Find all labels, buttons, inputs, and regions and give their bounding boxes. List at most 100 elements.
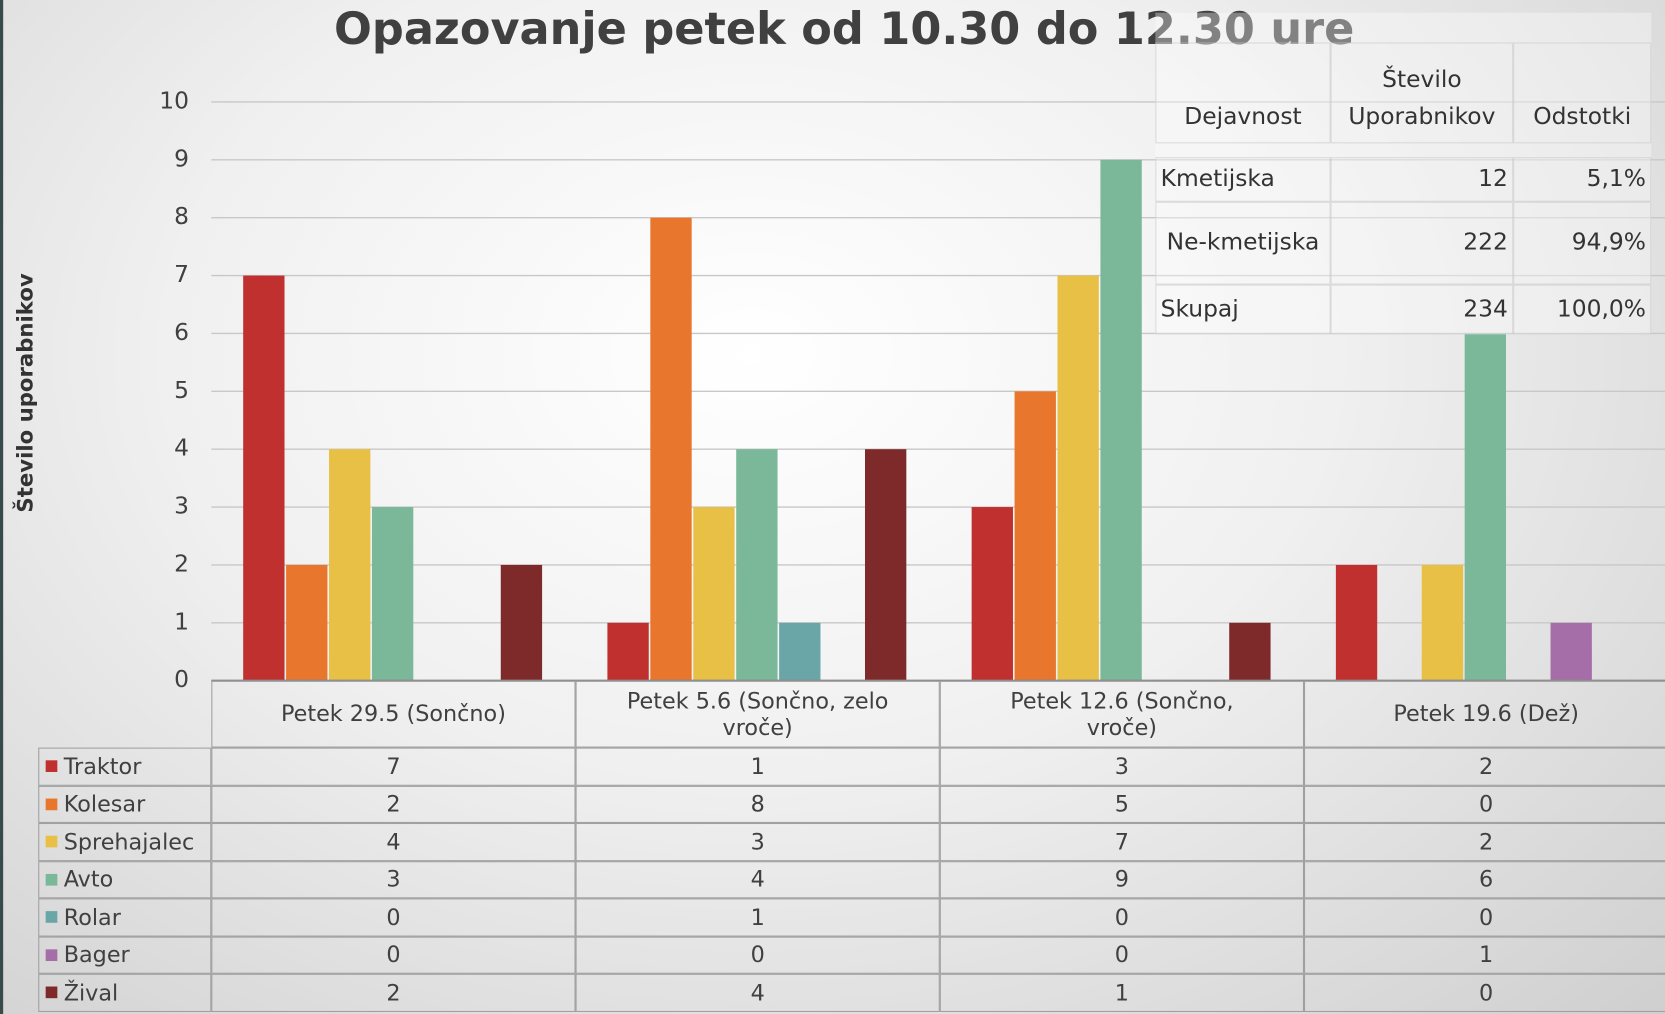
bar	[500, 564, 543, 681]
summary-cell: 234	[1330, 284, 1514, 335]
legend-entry: Rolar	[38, 898, 212, 937]
summary-header: Število Uporabnikov	[1330, 42, 1514, 144]
summary-cell: Ne-kmetijska	[1155, 201, 1331, 285]
bar	[1229, 622, 1271, 681]
bar	[1464, 333, 1507, 681]
legend-label: Kolesar	[63, 791, 146, 817]
table-value: 5	[939, 785, 1305, 823]
bar	[1335, 564, 1378, 681]
category-header: Petek 12.6 (Sončno, vroče)	[939, 680, 1305, 748]
table-value: 2	[1304, 822, 1665, 861]
y-tick-label: 7	[174, 260, 189, 288]
summary-table	[1155, 12, 1652, 335]
legend-entry: Avto	[38, 860, 212, 899]
bar	[243, 275, 285, 681]
table-value: 4	[211, 822, 576, 861]
table-value: 7	[211, 747, 576, 786]
table-value: 1	[1304, 936, 1665, 974]
summary-cell: 222	[1330, 201, 1514, 285]
bar	[864, 449, 907, 681]
legend-label: Sprehajalec	[63, 828, 195, 855]
legend-entry: Traktor	[38, 747, 212, 786]
legend-label: Bager	[63, 942, 130, 968]
legend-key	[45, 835, 58, 848]
summary-header: Dejavnost	[1155, 42, 1331, 144]
bar	[371, 507, 414, 681]
category-header: Petek 5.6 (Sončno, zelo vroče)	[575, 680, 940, 748]
bar	[971, 507, 1013, 681]
table-value: 8	[575, 785, 940, 823]
legend-entry: Žival	[38, 973, 212, 1012]
bar	[736, 449, 778, 681]
summary-cell: 94,9%	[1513, 201, 1652, 285]
bar	[1014, 391, 1056, 681]
table-value: 7	[939, 822, 1305, 861]
y-tick-label: 0	[174, 665, 189, 693]
legend-label: Rolar	[63, 904, 121, 930]
legend-key	[45, 911, 58, 924]
chart: Opazovanje petek od 10.30 do 12.30 ure Š…	[13, 3, 1665, 693]
bar	[779, 622, 821, 681]
legend-key	[45, 949, 58, 961]
legend-key	[45, 760, 58, 773]
table-value: 0	[1304, 973, 1665, 1012]
legend-entry: Kolesar	[38, 785, 212, 823]
y-tick-label: 3	[174, 492, 189, 520]
table-value: 3	[939, 747, 1305, 786]
table-value: 2	[1304, 747, 1665, 786]
legend-key	[45, 798, 58, 810]
table-value: 3	[575, 822, 940, 861]
table-value: 9	[939, 860, 1305, 899]
y-tick-label: 8	[174, 202, 189, 230]
bar	[1057, 275, 1099, 681]
legend-label: Avto	[63, 866, 114, 893]
table-value: 1	[575, 747, 940, 786]
bar	[607, 622, 649, 681]
y-tick-label: 10	[159, 86, 189, 114]
legend-key	[45, 873, 58, 886]
table-value: 2	[211, 785, 576, 823]
y-tick-label: 6	[174, 318, 189, 346]
table-value: 0	[1304, 785, 1665, 823]
y-tick-label: 5	[174, 376, 189, 404]
bar	[693, 507, 735, 681]
table-value: 2	[211, 973, 576, 1012]
legend-entry: Sprehajalec	[38, 822, 212, 861]
category-header: Petek 19.6 (Dež)	[1304, 680, 1665, 748]
bar	[329, 449, 371, 681]
table-value: 0	[1304, 898, 1665, 937]
summary-cell: Kmetijska	[1155, 157, 1331, 202]
y-tick-label: 1	[174, 607, 189, 635]
table-value: 1	[939, 973, 1305, 1012]
table-value: 0	[939, 936, 1305, 974]
summary-cell: 12	[1330, 157, 1514, 202]
bar	[286, 564, 328, 681]
table-value: 0	[939, 898, 1305, 937]
table-value: 0	[211, 898, 576, 937]
summary-cell: Skupaj	[1155, 284, 1331, 335]
chart-title: Opazovanje petek od 10.30 do 12.30 ure	[334, 3, 1354, 55]
legend-label: Žival	[63, 979, 119, 1006]
bar	[1421, 564, 1464, 681]
bar	[650, 217, 692, 681]
table-value: 3	[211, 860, 576, 899]
legend-key	[45, 986, 58, 999]
bar	[1550, 622, 1592, 681]
table-value: 1	[575, 898, 940, 937]
table-value: 4	[575, 973, 940, 1012]
bar	[1100, 159, 1142, 681]
table-value: 0	[211, 936, 576, 974]
category-header: Petek 29.5 (Sončno)	[211, 680, 576, 748]
table-value: 0	[575, 936, 940, 974]
y-tick-label: 4	[174, 434, 189, 462]
summary-header: Odstotki	[1513, 42, 1652, 144]
table-value: 6	[1304, 860, 1665, 899]
y-tick-label: 9	[174, 144, 189, 172]
legend-label: Traktor	[63, 753, 142, 780]
table-value: 4	[575, 860, 940, 899]
summary-cell: 100,0%	[1513, 284, 1652, 335]
legend-entry: Bager	[38, 936, 212, 974]
summary-cell: 5,1%	[1513, 157, 1652, 202]
y-axis-label: Število uporabnikov	[13, 273, 39, 513]
